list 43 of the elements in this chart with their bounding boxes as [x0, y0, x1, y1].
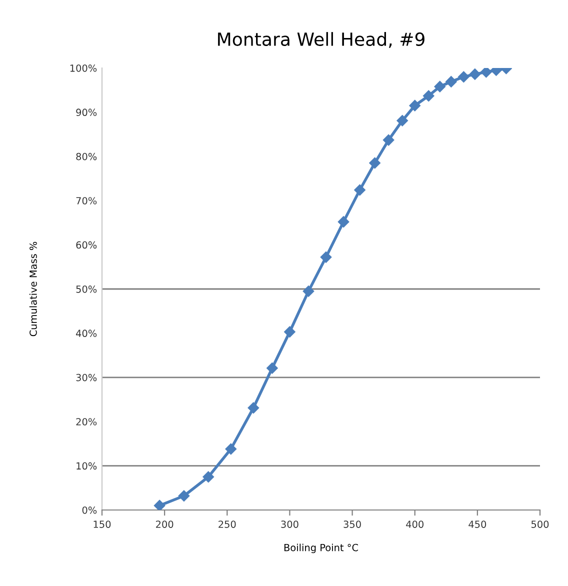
y-tick-label: 90%: [76, 108, 97, 116]
point: [382, 134, 394, 146]
point: [248, 402, 260, 414]
point: [178, 490, 190, 502]
x-tick-label: 300: [281, 520, 298, 528]
point: [225, 443, 237, 455]
y-tick-label: 0%: [82, 506, 97, 514]
y-tick-label: 70%: [76, 197, 97, 204]
point: [458, 71, 470, 82]
x-axis-title: Boiling Point °C: [284, 544, 358, 554]
y-tick-label: 50%: [76, 285, 97, 293]
x-tick-label: 500: [531, 520, 549, 528]
y-tick-label: 80%: [76, 152, 97, 160]
y-tick-label: 60%: [76, 241, 97, 249]
x-tick-label: 200: [156, 520, 174, 528]
point: [284, 326, 296, 338]
point: [302, 286, 314, 297]
x-tick-label: 150: [94, 520, 111, 528]
point: [266, 362, 278, 374]
y-tick-label: 30%: [76, 374, 97, 382]
y-tick-label: 40%: [76, 330, 97, 338]
point: [202, 471, 214, 482]
point: [409, 100, 420, 112]
x-tick-label: 450: [468, 520, 486, 528]
point: [434, 80, 446, 92]
point: [320, 252, 332, 263]
point: [354, 184, 366, 196]
point: [154, 500, 166, 510]
point: [396, 114, 408, 126]
y-tick-label: 10%: [76, 462, 97, 470]
point: [369, 157, 380, 169]
point: [446, 76, 457, 88]
point: [423, 90, 434, 102]
y-tick-label: 20%: [76, 418, 97, 426]
x-tick-label: 250: [218, 520, 236, 528]
y-axis-title: Cumulative Mass %: [29, 242, 37, 336]
x-tick-label: 400: [406, 520, 424, 528]
point: [480, 68, 492, 78]
point: [469, 68, 481, 80]
point: [338, 216, 350, 228]
chart-title: Montara Well Head, #9: [218, 32, 424, 48]
x-tick-label: 350: [344, 520, 361, 528]
y-tick-label: 100%: [70, 64, 97, 72]
